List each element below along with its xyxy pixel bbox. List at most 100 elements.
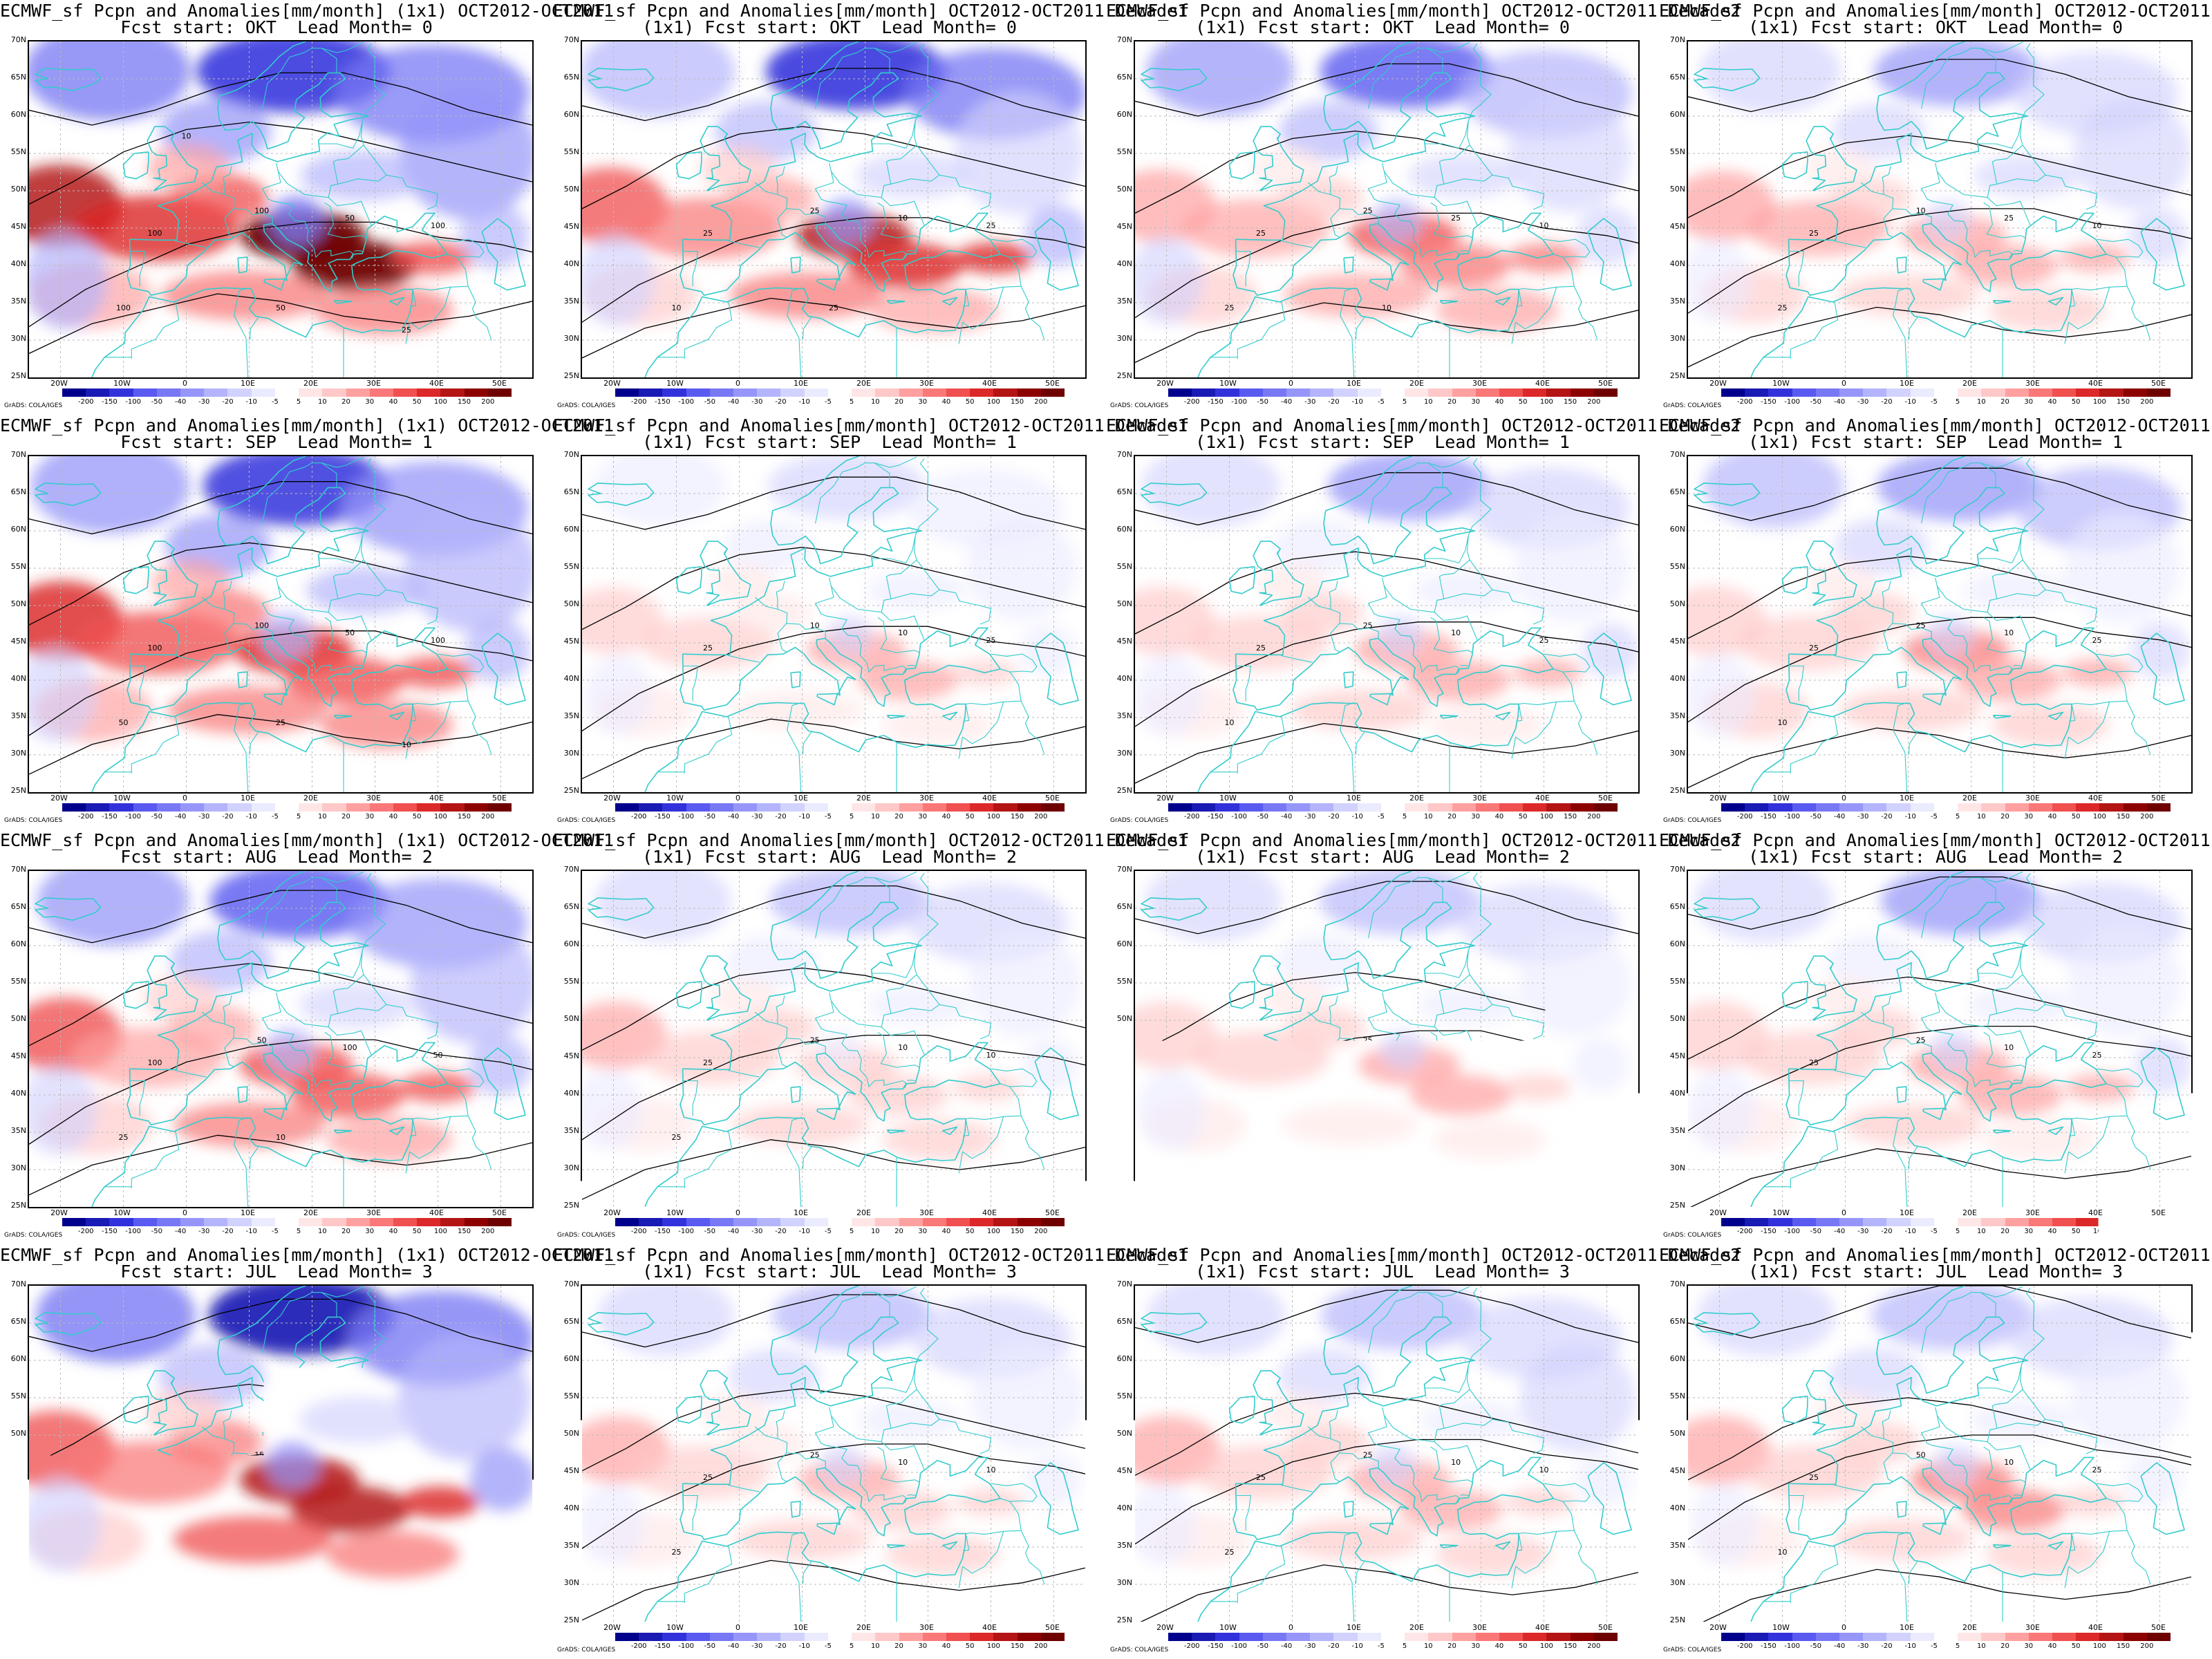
negative-anomaly	[36, 1286, 195, 1363]
grads-credit: GrADS: COLA/IGES	[4, 1647, 62, 1653]
contour-label: 10	[1539, 1051, 1549, 1060]
colorbar-label: 200	[1034, 398, 1047, 406]
colorbar	[615, 803, 1065, 812]
contour-label: 10	[898, 1043, 908, 1052]
contour-line	[1688, 1569, 2191, 1622]
latitude-label: 40N	[553, 259, 579, 268]
longitude-label: 20W	[1709, 1623, 1727, 1632]
colorbar-label: 5	[1403, 813, 1407, 821]
contour-label: 25	[672, 1548, 682, 1557]
colorbar-swatch	[1546, 1218, 1571, 1226]
colorbar-label: 40	[942, 1228, 951, 1235]
colorbar-swatch	[1405, 1218, 1429, 1226]
longitude-label: 10E	[794, 794, 808, 803]
longitude-label: 50E	[1045, 794, 1060, 803]
colorbar-swatch	[1816, 1218, 1840, 1226]
colorbar-swatch	[946, 1218, 971, 1226]
negative-anomaly	[1967, 985, 2072, 1027]
longitude-label: 50E	[492, 1208, 507, 1217]
colorbar-swatch	[157, 388, 181, 397]
latitude-label: 60N	[553, 1354, 579, 1363]
positive-anomaly	[732, 1105, 869, 1145]
map-canvas: 2525102510	[1135, 456, 1638, 792]
colorbar-label: -5	[1378, 1642, 1385, 1650]
colorbar-label: 200	[1587, 813, 1600, 821]
latitude-label: 45N	[1659, 1466, 1685, 1475]
colorbar-label: 100	[434, 1228, 447, 1235]
latitude-label: 70N	[0, 1280, 26, 1288]
colorbar-label: -10	[1352, 1228, 1363, 1235]
coastline	[1344, 1087, 1353, 1103]
panel-subtitle: (1x1) Fcst start: OKT Lead Month= 0	[1106, 19, 1659, 36]
colorbar-swatch	[2147, 388, 2171, 397]
colorbar-swatch	[2147, 1633, 2171, 1641]
colorbar-swatch	[1381, 803, 1405, 812]
latitude-label: 70N	[1106, 1280, 1132, 1288]
colorbar-label: -50	[704, 1642, 715, 1650]
positive-anomaly	[885, 1535, 1000, 1575]
border-line	[250, 1562, 259, 1585]
colorbar-label: -40	[1281, 398, 1292, 406]
colorbar-swatch	[1333, 388, 1358, 397]
colorbar-swatch	[828, 803, 852, 812]
latitude-label: 55N	[1106, 147, 1132, 156]
longitude-label: 30E	[919, 1623, 934, 1632]
latitude-label: 50N	[1659, 1014, 1685, 1023]
coastline	[791, 672, 800, 688]
negative-anomaly	[598, 1286, 735, 1356]
map-panel: ECMWF_sf Pcpn and Anomalies[mm/month] (1…	[0, 0, 553, 415]
colorbar-swatch	[1333, 803, 1358, 812]
colorbar-swatch	[662, 803, 686, 812]
negative-anomaly	[1414, 570, 1519, 612]
colorbar-swatch	[86, 1218, 110, 1226]
colorbar-label: 200	[1587, 1642, 1600, 1650]
colorbar-swatch	[1215, 803, 1239, 812]
map-canvas: 25251025	[1688, 871, 2191, 1207]
colorbar-swatch	[1571, 1633, 1595, 1641]
anomaly-map: 25 25 10 10 25	[581, 1284, 1087, 1623]
colorbar-swatch	[1863, 1633, 1887, 1641]
colorbar-swatch	[370, 388, 394, 397]
latitude-label: 45N	[553, 1466, 579, 1475]
colorbar-swatch	[417, 388, 441, 397]
anomaly-shading	[29, 871, 532, 1163]
latitude-label: 35N	[1659, 1541, 1685, 1550]
colorbar-swatch	[1886, 1218, 1911, 1226]
latitude-label: 30N	[0, 1578, 26, 1587]
negative-anomaly	[966, 515, 1078, 621]
coastline	[791, 257, 800, 273]
latitude-label: 60N	[1106, 525, 1132, 534]
latitude-label: 35N	[0, 1541, 26, 1550]
latitude-label: 40N	[553, 674, 579, 683]
contour-label: 10	[276, 1133, 285, 1142]
latitude-label: 25N	[1659, 1201, 1685, 1210]
colorbar-swatch	[346, 1218, 371, 1226]
colorbar-swatch	[2076, 388, 2100, 397]
colorbar-label: -5	[1378, 813, 1385, 821]
latitude-label: 50N	[0, 599, 26, 608]
latitude-label: 25N	[1659, 786, 1685, 795]
colorbar-label: 150	[1011, 398, 1024, 406]
colorbar-label: 50	[1519, 813, 1528, 821]
colorbar-label: -150	[102, 1642, 118, 1650]
colorbar-swatch	[275, 388, 299, 397]
latitude-label: 35N	[1659, 297, 1685, 306]
longitude-label: 10W	[1772, 1623, 1790, 1632]
colorbar-swatch	[733, 803, 758, 812]
contour-label: 10	[1539, 1465, 1549, 1474]
longitude-label: 40E	[429, 1208, 444, 1217]
latitude-label: 70N	[0, 35, 26, 44]
colorbar-label: 100	[2093, 1642, 2106, 1650]
colorbar-label: -10	[1352, 398, 1363, 406]
contour-label: 10	[986, 1465, 996, 1474]
longitude-label: 50E	[2151, 794, 2166, 803]
colorbar-label: -30	[1304, 1228, 1315, 1235]
colorbar-label: 200	[1587, 398, 1600, 406]
contour-label: 25	[829, 303, 838, 312]
longitude-label: 30E	[366, 1208, 381, 1217]
latitude-label: 45N	[0, 222, 26, 231]
colorbar-swatch	[1546, 388, 1571, 397]
longitude-label: 10W	[113, 794, 131, 803]
colorbar-swatch	[1745, 388, 1769, 397]
latitude-label: 55N	[1659, 562, 1685, 571]
